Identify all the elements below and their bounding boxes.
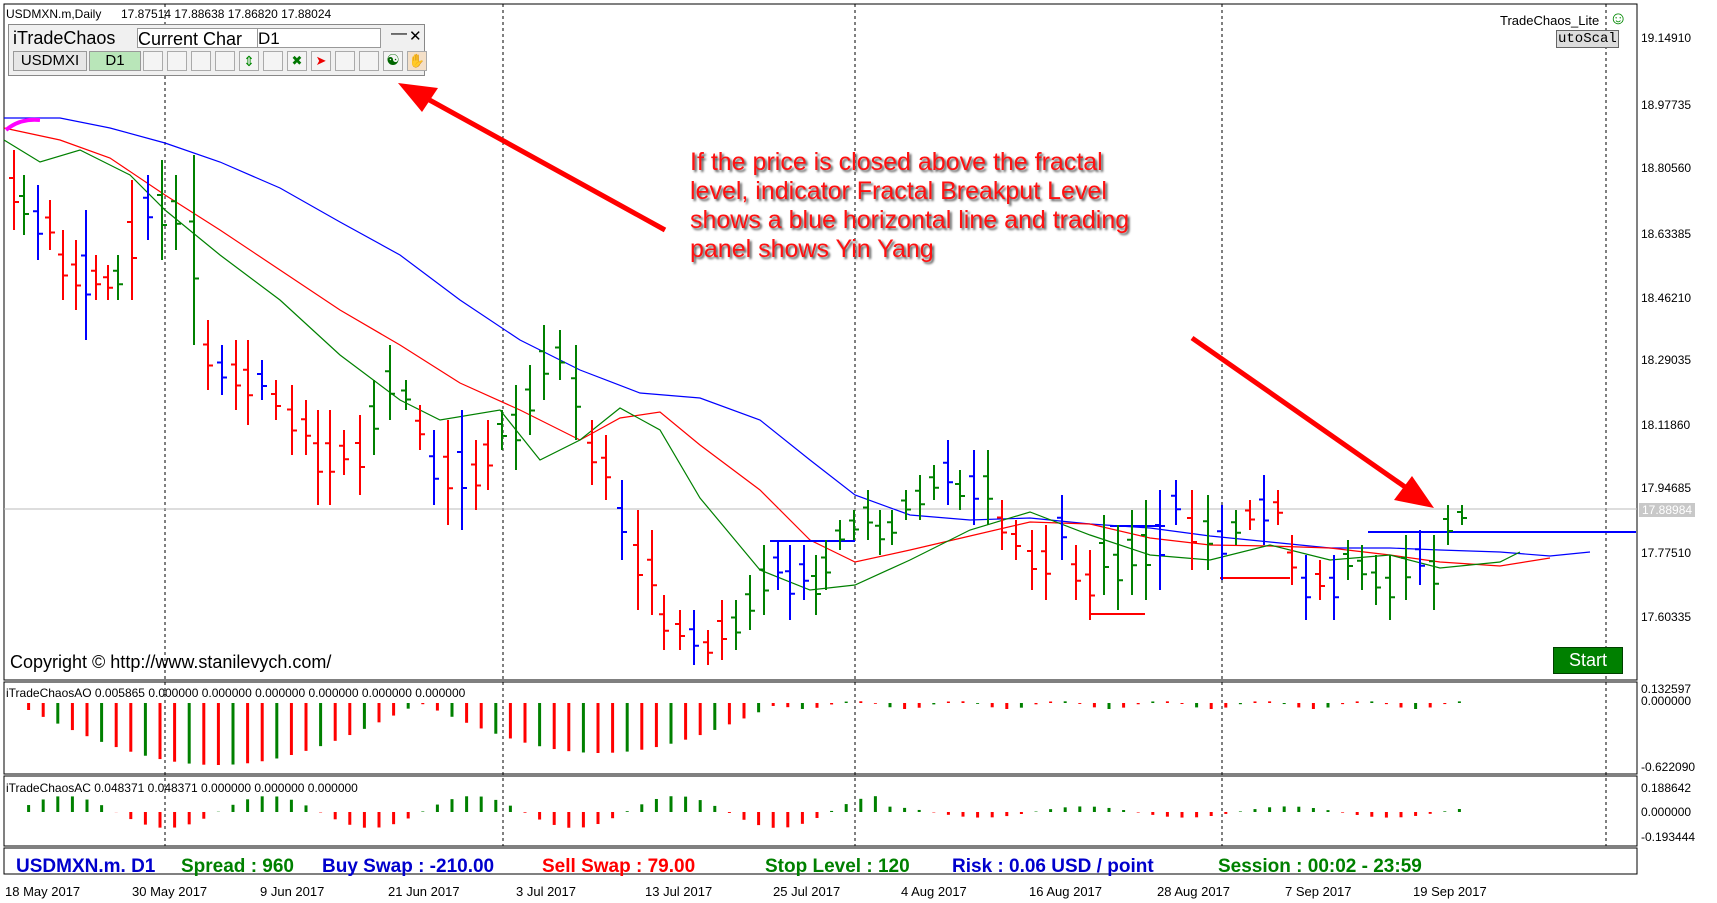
date-label: 18 May 2017 xyxy=(5,884,81,899)
minimize-icon[interactable]: — xyxy=(391,25,407,42)
chart-ohlc-values: 17.87514 17.88638 17.86820 17.88024 xyxy=(121,7,332,21)
annotation-arrow-upper xyxy=(398,83,667,233)
date-label: 3 Jul 2017 xyxy=(516,884,576,899)
alligator-jaw-line xyxy=(4,117,1591,557)
alligator-jaw-start-magenta xyxy=(4,117,41,132)
hand-icon[interactable]: ✋ xyxy=(407,51,427,71)
ac-histogram-group xyxy=(27,796,1461,828)
current-price-tag: 17.88984 xyxy=(1639,503,1696,517)
ao-panel-title: iTradeChaosAO 0.005865 0.000000 0.000000… xyxy=(6,686,466,700)
start-button[interactable]: Start xyxy=(1553,647,1623,674)
mode-select[interactable]: Current Char xyxy=(137,28,265,48)
ao-scale-bottom: -0.622090 xyxy=(1641,760,1696,774)
date-label: 25 Jul 2017 xyxy=(773,884,841,899)
info-sell-swap: Sell Swap : 79.00 xyxy=(542,856,696,877)
info-bar-frame xyxy=(3,847,1638,875)
symbol-button[interactable]: USDMXI xyxy=(13,51,87,71)
info-stop-level: Stop Level : 120 xyxy=(765,856,910,877)
ao-scale-zero: 0.000000 xyxy=(1641,694,1692,708)
date-label: 13 Jul 2017 xyxy=(645,884,713,899)
date-label: 30 May 2017 xyxy=(132,884,208,899)
info-risk: Risk : 0.06 USD / point xyxy=(952,856,1154,877)
price-label: 18.80560 xyxy=(1641,161,1692,175)
price-label: 18.46210 xyxy=(1641,291,1692,305)
info-session: Session : 00:02 - 23:59 xyxy=(1218,856,1422,877)
info-buy-swap: Buy Swap : -210.00 xyxy=(322,856,495,877)
clock-icon[interactable] xyxy=(143,51,163,71)
timeframe-select[interactable]: D1 xyxy=(257,28,381,48)
autoscale-button[interactable]: utoScal xyxy=(1556,30,1619,48)
price-label: 17.94685 xyxy=(1641,481,1692,495)
annotation-line-2: level, indicator Fractal Breakput Level xyxy=(690,177,1107,205)
date-label: 7 Sep 2017 xyxy=(1285,884,1352,899)
blank-icon[interactable] xyxy=(359,51,379,71)
layers-icon[interactable] xyxy=(215,51,235,71)
date-label: 9 Jun 2017 xyxy=(260,884,325,899)
price-label: 17.77510 xyxy=(1641,546,1692,560)
date-label: 28 Aug 2017 xyxy=(1157,884,1231,899)
annotation-line-4: panel shows Yin Yang xyxy=(690,235,934,263)
info-spread: Spread : 960 xyxy=(181,856,294,877)
date-label: 21 Jun 2017 xyxy=(388,884,460,899)
trade-panel-title: iTradeChaos xyxy=(13,28,116,48)
annotation-arrow-lower xyxy=(1190,335,1434,508)
ao-scale-top: 0.132597 xyxy=(1641,682,1692,696)
main-chart-frame xyxy=(3,3,1638,681)
alligator-teeth-line xyxy=(3,127,1551,567)
circle-icon[interactable] xyxy=(191,51,211,71)
price-bars-group xyxy=(9,150,1467,665)
trash-icon[interactable] xyxy=(263,51,283,71)
copyright-text: Copyright © http://www.stanilevych.com/ xyxy=(10,652,332,672)
period-separators xyxy=(164,4,1607,846)
annotation-text: If the price is closed above the fractal… xyxy=(690,148,1129,264)
info-symbol: USDMXN.m. D1 xyxy=(16,856,156,877)
price-label: 18.63385 xyxy=(1641,227,1692,241)
timeframe-button[interactable]: D1 xyxy=(89,51,141,71)
date-label: 19 Sep 2017 xyxy=(1413,884,1487,899)
ao-histogram-group xyxy=(27,701,1461,765)
price-label: 18.11860 xyxy=(1641,418,1691,432)
annotation-line-1: If the price is closed above the fractal xyxy=(690,148,1103,176)
updown-arrow-icon[interactable]: ⇕ xyxy=(239,51,259,71)
date-label: 16 Aug 2017 xyxy=(1029,884,1103,899)
trade-panel[interactable]: iTradeChaos Current Char D1 — ✕ USDMXI D… xyxy=(8,24,427,76)
ac-scale-top: 0.188642 xyxy=(1641,781,1692,795)
play-icon[interactable]: ➤ xyxy=(311,51,331,71)
ao-panel-frame xyxy=(3,681,1638,775)
expert-name-label: TradeChaos_Lite xyxy=(1500,13,1600,28)
smiley-icon: ☺ xyxy=(1609,8,1628,28)
ac-scale-bottom: -0.193444 xyxy=(1641,830,1696,844)
yin-yang-icon[interactable]: ☯ xyxy=(383,51,403,71)
price-label: 18.29035 xyxy=(1641,353,1692,367)
chart-icon[interactable] xyxy=(167,51,187,71)
ac-panel-title: iTradeChaosAC 0.048371 0.048371 0.000000… xyxy=(6,781,358,795)
price-label: 19.14910 xyxy=(1641,31,1692,45)
chart-symbol-title: USDMXN.m,Daily xyxy=(6,7,102,21)
ac-panel-frame xyxy=(3,775,1638,847)
annotation-line-3: shows a blue horizontal line and trading xyxy=(690,206,1130,234)
price-label: 18.97735 xyxy=(1641,98,1692,112)
ac-scale-zero: 0.000000 xyxy=(1641,805,1692,819)
close-icon[interactable]: ✕ xyxy=(409,28,422,45)
star-icon[interactable] xyxy=(335,51,355,71)
alligator-lips-line xyxy=(3,139,1521,591)
date-label: 4 Aug 2017 xyxy=(901,884,967,899)
cross-icon[interactable]: ✖ xyxy=(287,51,307,71)
price-label: 17.60335 xyxy=(1641,610,1692,624)
